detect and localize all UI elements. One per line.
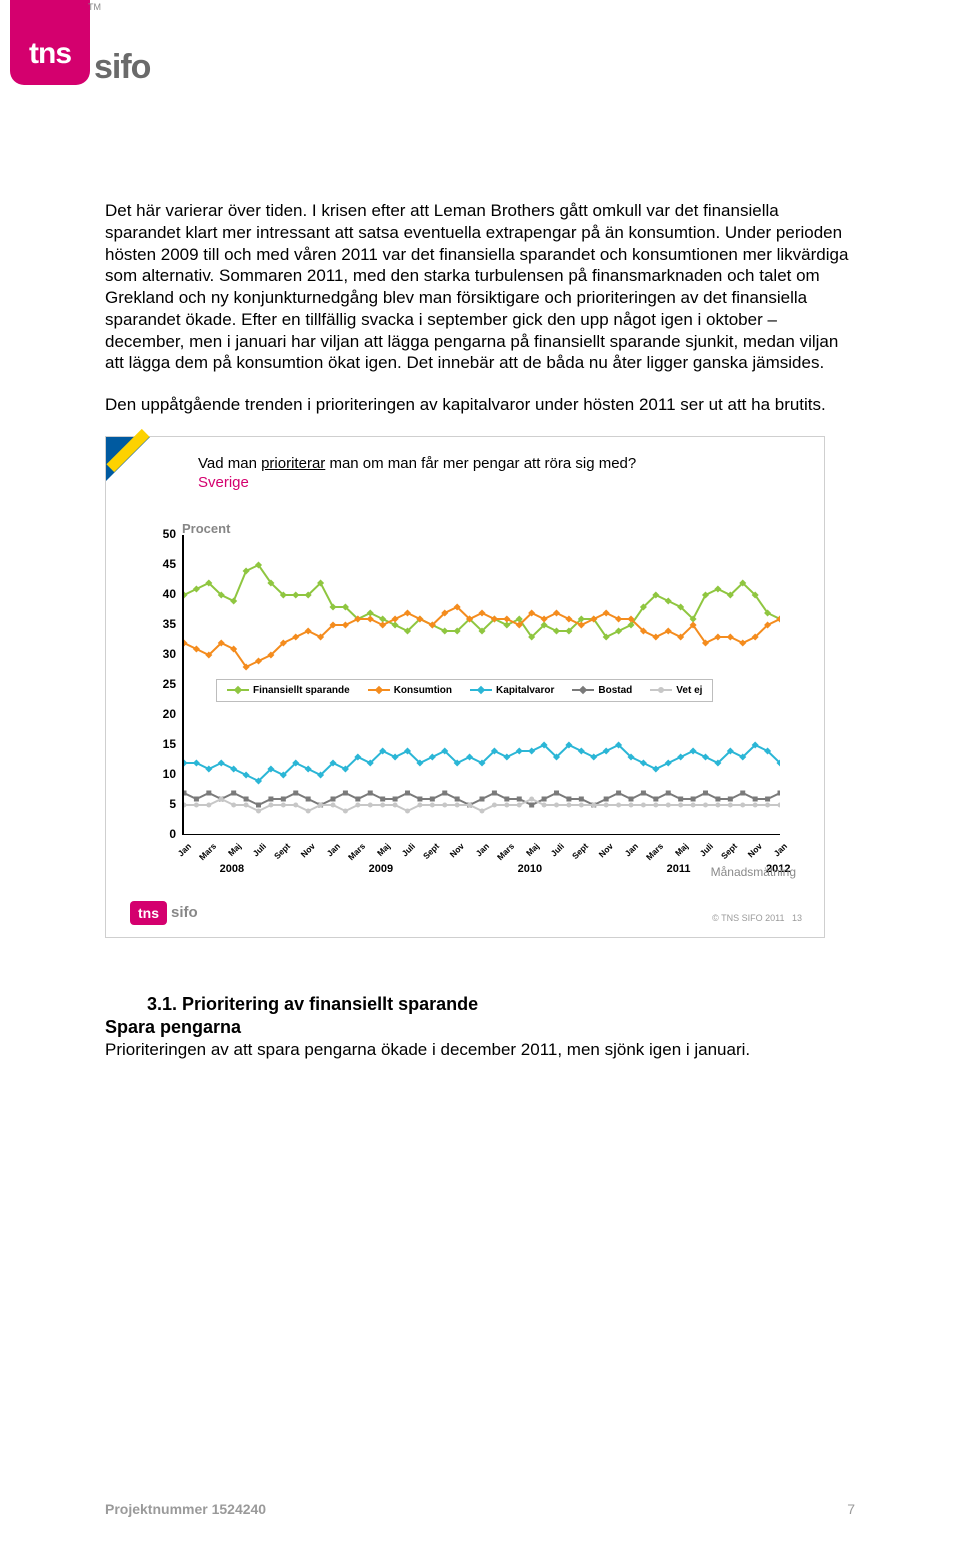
y-tick-label: 40 — [148, 587, 176, 601]
paragraph-2: Den uppåtgående trenden i prioriteringen… — [105, 394, 855, 416]
legend-label-kapitalvaror: Kapitalvaror — [496, 685, 554, 696]
x-year-label: 2010 — [518, 863, 542, 875]
brand-logo: tns TM sifo — [0, 0, 175, 95]
legend-line-vetej — [650, 689, 672, 691]
section-title: Prioritering av finansiellt sparande — [182, 994, 478, 1014]
chart-title: Vad man prioriterar man om man får mer p… — [198, 455, 800, 472]
legend-label-bostad: Bostad — [598, 685, 632, 696]
section-number: 3.1. — [147, 994, 177, 1014]
logo-tns-text: tns — [29, 37, 71, 71]
legend-label-finansiellt: Finansiellt sparande — [253, 685, 350, 696]
y-tick-label: 25 — [148, 677, 176, 691]
chart-title-pre: Vad man — [198, 455, 261, 472]
chart-panel: Vad man prioriterar man om man får mer p… — [105, 436, 825, 938]
legend-label-vetej: Vet ej — [676, 685, 702, 696]
legend-label-konsumtion: Konsumtion — [394, 685, 452, 696]
main-content: Det här varierar över tiden. I krisen ef… — [105, 200, 855, 1060]
legend-vetej: Vet ej — [650, 685, 702, 696]
section-subheading: Spara pengarna — [105, 1017, 855, 1038]
copyright-text: © TNS SIFO 2011 — [712, 913, 784, 923]
chart-title-post: man om man får mer pengar att röra sig m… — [325, 455, 636, 472]
legend-line-finansiellt — [227, 689, 249, 691]
logo-box: tns — [10, 0, 90, 85]
chart-title-underline: prioriterar — [261, 455, 325, 472]
page-footer-project: Projektnummer 1524240 — [105, 1501, 266, 1517]
page-number: 7 — [847, 1501, 855, 1517]
legend-line-konsumtion — [368, 689, 390, 691]
x-year-label: 2008 — [220, 863, 244, 875]
y-tick-label: 50 — [148, 527, 176, 541]
chart-copyright: © TNS SIFO 2011 13 — [712, 913, 802, 923]
y-tick-label: 30 — [148, 647, 176, 661]
legend-finansiellt: Finansiellt sparande — [227, 685, 350, 696]
legend-line-bostad — [572, 689, 594, 691]
legend-konsumtion: Konsumtion — [368, 685, 452, 696]
plot-wrap: Procent 50454035302520151050 Finansiellt… — [148, 535, 788, 865]
logo-sifo-text: sifo — [94, 48, 150, 87]
logo-tm: TM — [88, 2, 101, 12]
x-year-label: 2011 — [667, 863, 691, 875]
mini-logo-sifo: sifo — [171, 904, 198, 921]
y-tick-label: 45 — [148, 557, 176, 571]
section-body: Prioriteringen av att spara pengarna öka… — [105, 1040, 855, 1060]
y-tick-label: 20 — [148, 707, 176, 721]
y-tick-label: 10 — [148, 767, 176, 781]
legend-kapitalvaror: Kapitalvaror — [470, 685, 554, 696]
y-tick-label: 0 — [148, 827, 176, 841]
y-tick-label: 35 — [148, 617, 176, 631]
section-heading: 3.1. Prioritering av finansiellt sparand… — [147, 994, 855, 1015]
chart-mini-logo: tns sifo — [130, 901, 198, 925]
legend-bostad: Bostad — [572, 685, 632, 696]
paragraph-1: Det här varierar över tiden. I krisen ef… — [105, 200, 855, 374]
x-year-label: 2009 — [369, 863, 393, 875]
mini-logo-tns: tns — [130, 901, 167, 925]
chart-x-footer: Månadsmätning — [711, 865, 796, 879]
y-tick-label: 15 — [148, 737, 176, 751]
slide-number: 13 — [792, 913, 802, 923]
y-axis-title: Procent — [182, 521, 230, 536]
y-tick-label: 5 — [148, 797, 176, 811]
chart-subtitle: Sverige — [198, 474, 800, 491]
chart-legend: Finansiellt sparande Konsumtion Kapitalv… — [216, 679, 713, 702]
legend-line-kapitalvaror — [470, 689, 492, 691]
